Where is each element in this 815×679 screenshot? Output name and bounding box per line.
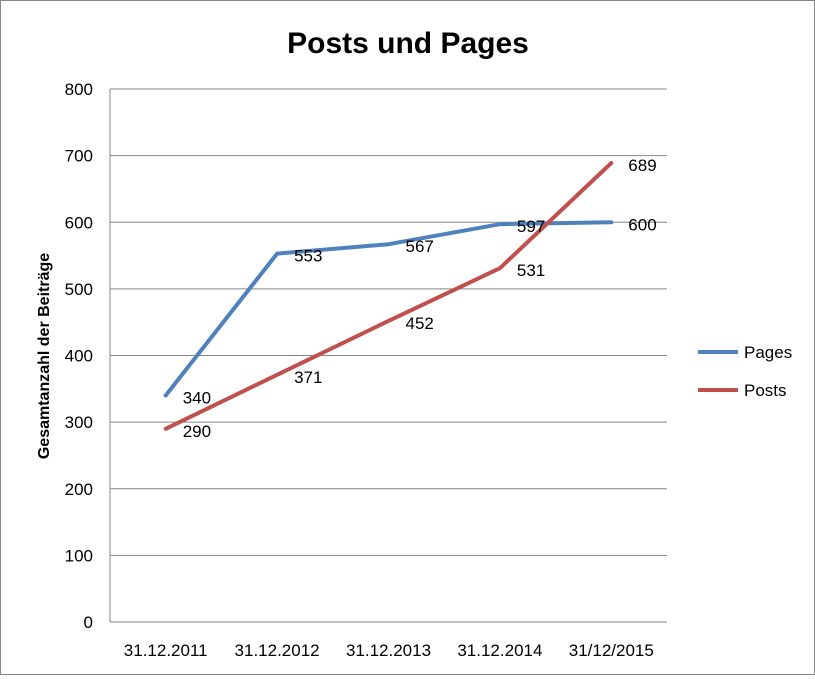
data-labels: 340 553 567 597 600 290 371 452 531 689 (183, 156, 657, 441)
chart-title: Posts und Pages (287, 27, 529, 60)
series-group (166, 163, 612, 429)
y-tick-label: 0 (84, 613, 93, 632)
x-tick-label: 31.12.2013 (346, 641, 431, 660)
y-tick-label: 200 (65, 480, 93, 499)
x-tick-label: 31.12.2014 (457, 641, 542, 660)
x-axis-ticks: 31.12.2011 31.12.2012 31.12.2013 31.12.2014… (124, 641, 654, 660)
y-axis-ticks: 0 100 200 300 400 500 600 700 800 (65, 80, 93, 632)
data-label: 290 (183, 422, 211, 441)
data-label: 452 (406, 314, 434, 333)
gridlines (110, 89, 667, 622)
data-label: 597 (517, 217, 545, 236)
data-label: 600 (628, 215, 656, 234)
series-line-posts (166, 163, 612, 429)
data-label: 553 (294, 247, 322, 266)
data-label: 567 (406, 237, 434, 256)
legend-label: Posts (744, 381, 787, 400)
data-label: 531 (517, 261, 545, 280)
y-tick-label: 300 (65, 413, 93, 432)
y-tick-label: 400 (65, 347, 93, 366)
data-label: 340 (183, 388, 211, 407)
y-tick-label: 600 (65, 213, 93, 232)
y-tick-label: 700 (65, 147, 93, 166)
x-tick-label: 31.12.2011 (124, 641, 208, 660)
y-axis-label: Gesamtanzahl der Beiträge (36, 253, 53, 459)
legend: Pages Posts (698, 343, 792, 400)
data-label: 689 (628, 156, 656, 175)
y-tick-label: 100 (65, 546, 93, 565)
x-tick-label: 31.12.2012 (235, 641, 320, 660)
legend-label: Pages (744, 343, 792, 362)
y-tick-label: 500 (65, 280, 93, 299)
data-label: 371 (294, 368, 322, 387)
y-tick-label: 800 (65, 80, 93, 99)
x-tick-label: 31/12/2015 (569, 641, 654, 660)
series-line-pages (166, 222, 612, 395)
